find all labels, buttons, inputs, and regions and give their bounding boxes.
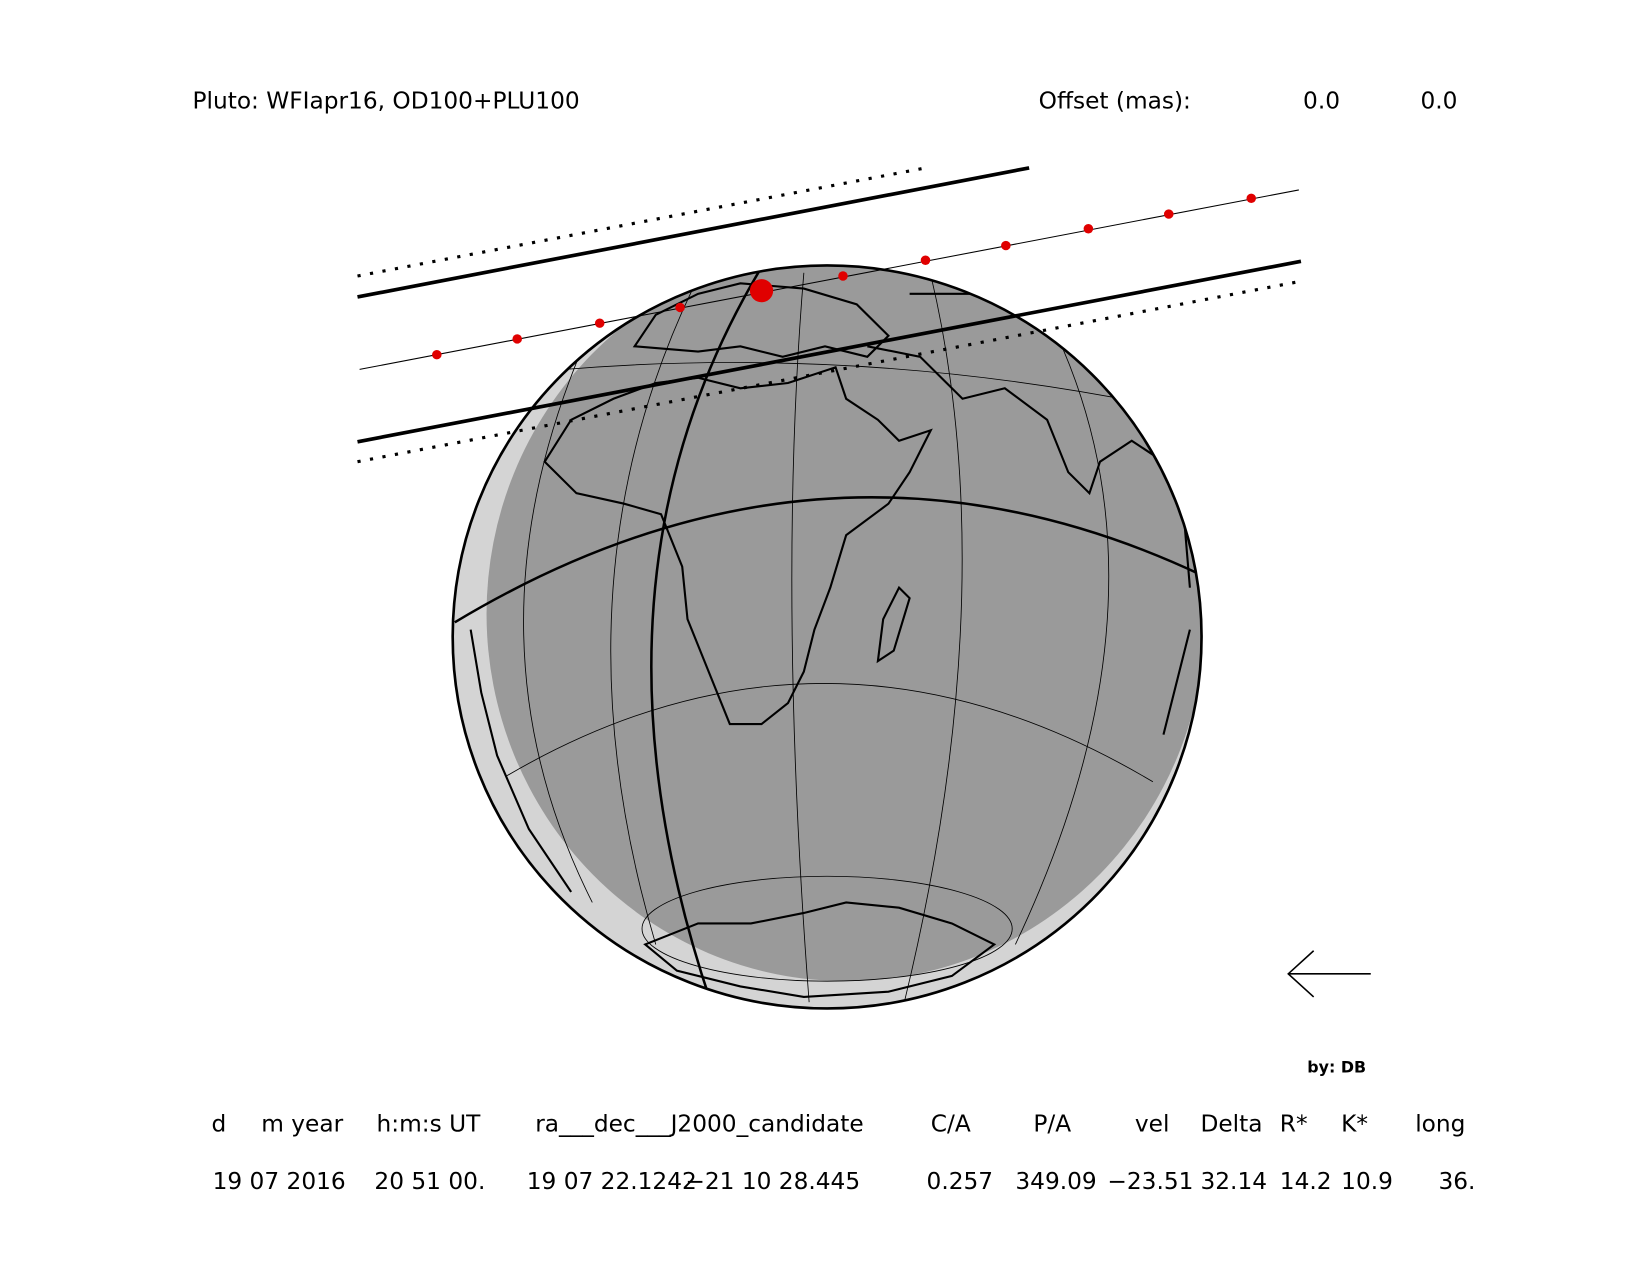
table-header: ra___dec___J2000_candidate — [535, 1110, 863, 1137]
table-header: R* — [1280, 1110, 1308, 1137]
table-cell: 19 07 22.1242 — [527, 1168, 697, 1195]
table-header: K* — [1341, 1110, 1368, 1137]
table-header: vel — [1135, 1110, 1170, 1137]
table-cell: 36. — [1438, 1168, 1475, 1195]
table-cell: 349.09 — [1015, 1168, 1096, 1195]
table-cell: 14.2 — [1280, 1168, 1332, 1195]
direction-arrow — [1287, 950, 1371, 998]
table-header: long — [1415, 1110, 1465, 1137]
table-cell: 32.14 — [1200, 1168, 1267, 1195]
table-header: m year — [261, 1110, 343, 1137]
table-header: C/A — [931, 1110, 971, 1137]
table-header: Delta — [1200, 1110, 1262, 1137]
table-cell: −23.51 — [1107, 1168, 1193, 1195]
table-cell: 10.9 — [1341, 1168, 1393, 1195]
time-markers — [432, 193, 1257, 360]
table-cell: 20 51 00. — [374, 1168, 485, 1195]
title: Pluto: WFIapr16, OD100+PLU100 — [193, 87, 580, 114]
offset-label: Offset (mas): — [1039, 87, 1191, 114]
table-header: d — [212, 1110, 227, 1137]
info-table: d m year h:m:s UT ra___dec___J2000_candidat… — [212, 1110, 1476, 1195]
offset-value: 0.0 — [1303, 87, 1340, 114]
table-header: P/A — [1033, 1110, 1071, 1137]
offset-value: 0.0 — [1420, 87, 1457, 114]
credit: by: DB — [1307, 1058, 1366, 1077]
table-cell: 19 07 2016 — [213, 1168, 346, 1195]
table-header: h:m:s UT — [377, 1110, 482, 1137]
globe — [451, 264, 1203, 1010]
table-cell: 0.257 — [927, 1168, 994, 1195]
table-cell: −21 10 28.445 — [685, 1168, 860, 1195]
